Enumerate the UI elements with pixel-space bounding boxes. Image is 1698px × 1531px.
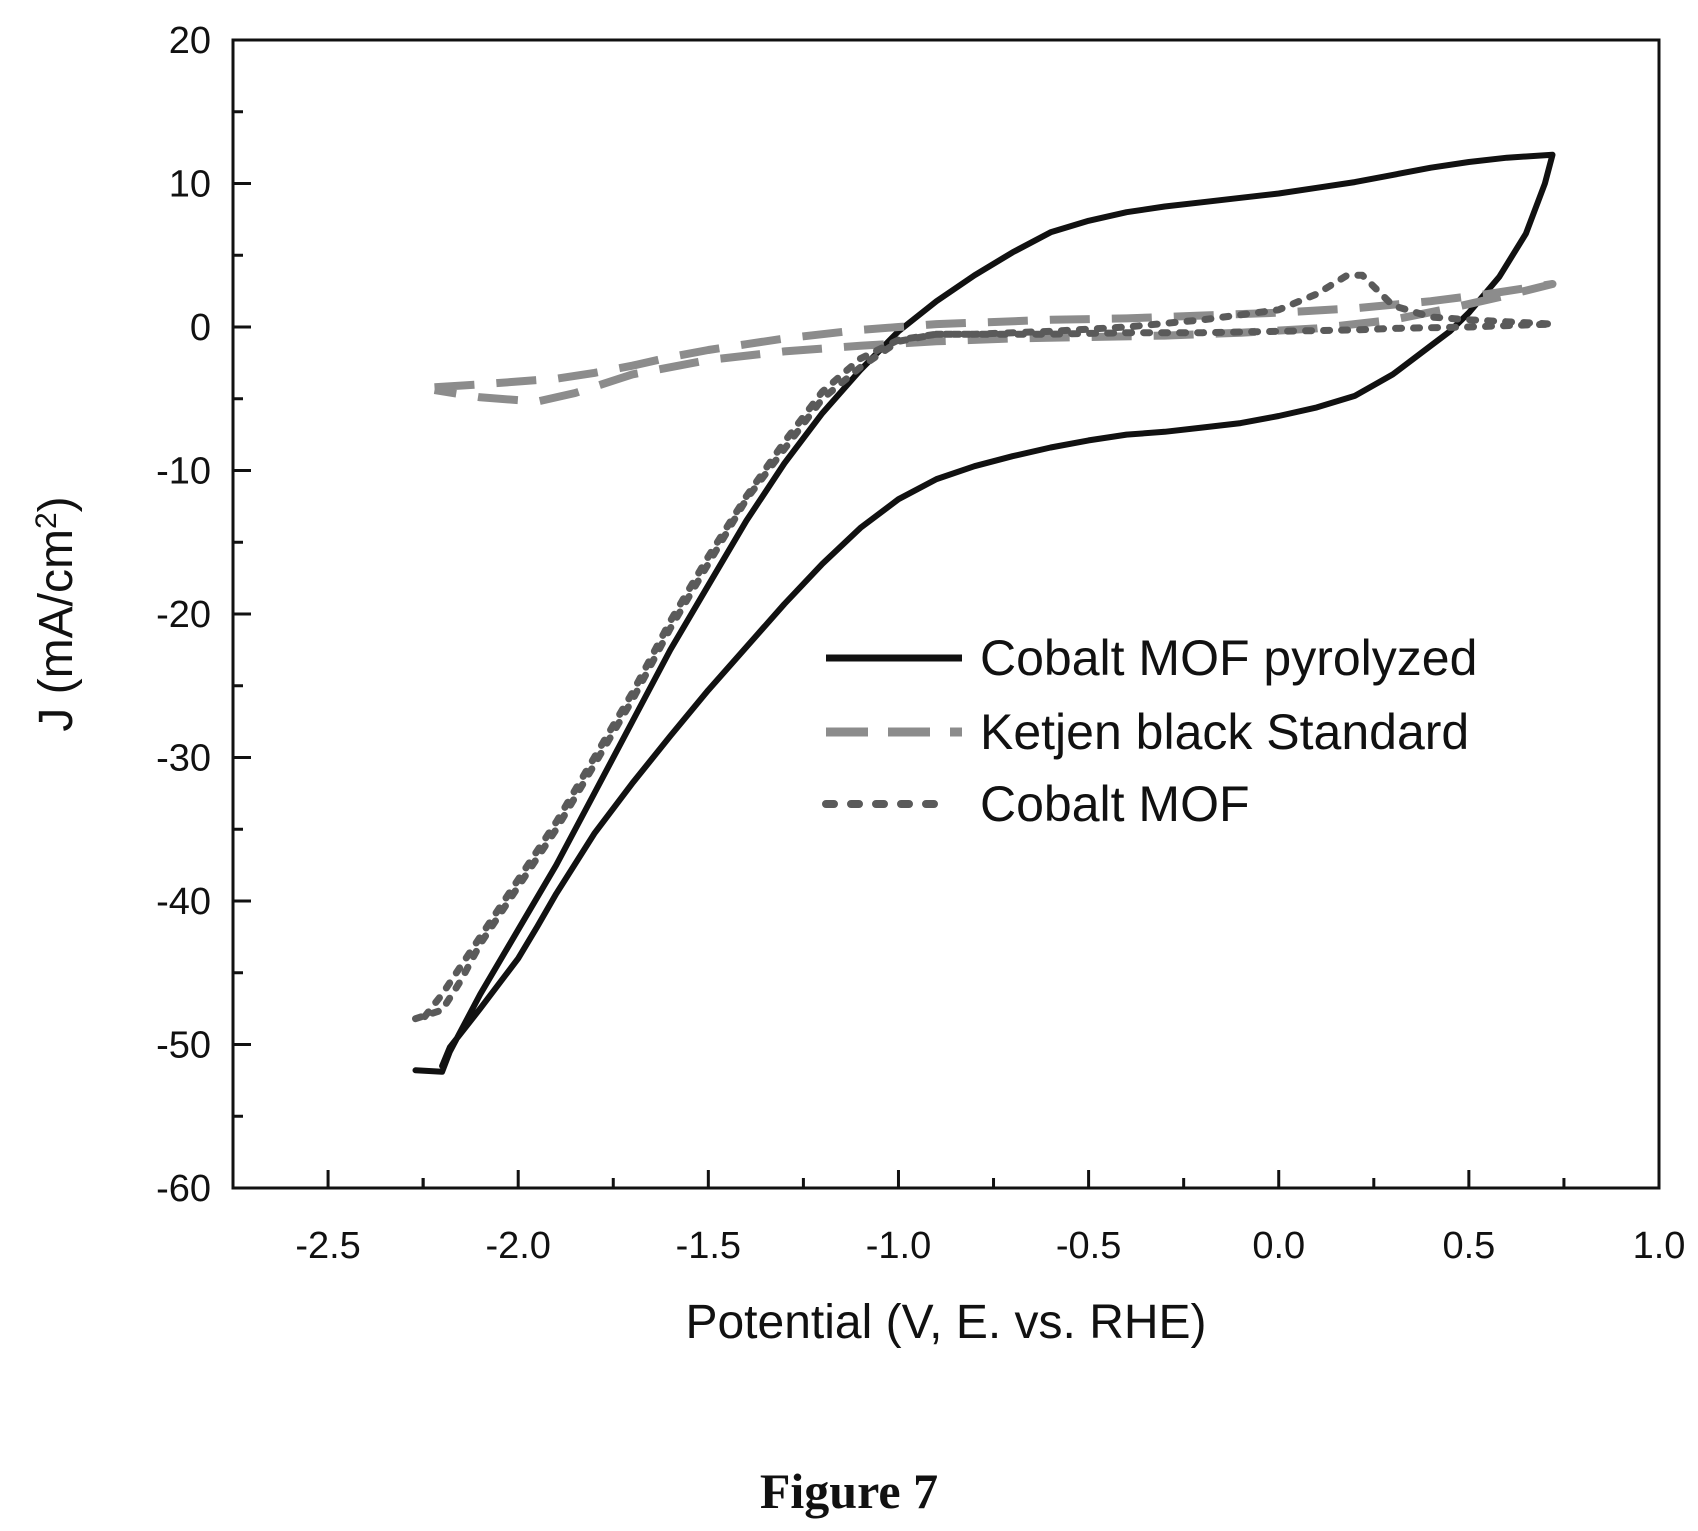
legend: Cobalt MOF pyrolyzed Ketjen black Standa… [822, 630, 1477, 832]
x-axis-title: Potential (V, E. vs. RHE) [685, 1296, 1206, 1349]
y-axis-title-main: J (mA/cm [30, 529, 83, 732]
x-tick-label: -1.0 [866, 1225, 931, 1267]
y-tick-label: -50 [156, 1025, 211, 1067]
x-tick-label: 0.0 [1252, 1225, 1305, 1267]
y-tick-label: -60 [156, 1168, 211, 1210]
x-tick-label: -2.5 [295, 1225, 360, 1267]
legend-label-cobalt-mof-pyrolyzed: Cobalt MOF pyrolyzed [980, 630, 1477, 686]
x-tick-label: 0.5 [1442, 1225, 1495, 1267]
series-line-ketjen-black-standard [433, 280, 1557, 406]
ticks-layer [233, 38, 1661, 1190]
y-tick-label: 20 [169, 20, 211, 62]
x-tick-label: -0.5 [1056, 1225, 1121, 1267]
y-tick-label: -30 [156, 738, 211, 780]
y-tick-label: -20 [156, 594, 211, 636]
y-tick-label: 0 [190, 307, 211, 349]
figure-caption: Figure 7 [760, 1463, 938, 1519]
y-tick-label: -40 [156, 881, 211, 923]
y-tick-label: -10 [156, 451, 211, 493]
y-tick-label: 10 [169, 164, 211, 206]
y-axis-title-sup: 2 [30, 512, 63, 529]
series-line-cobalt-mof [412, 271, 1556, 1023]
x-tick-label: -2.0 [485, 1225, 550, 1267]
tick-labels: -2.5 -2.0 -1.5 -1.0 -0.5 0.0 0.5 1.0 20 10 0 -10 -20… [156, 20, 1685, 1267]
series-layer [412, 151, 1557, 1075]
plot-frame [231, 38, 1661, 1190]
y-axis-title: J (mA/cm2) [30, 496, 84, 731]
x-tick-label: 1.0 [1633, 1225, 1686, 1267]
legend-label-cobalt-mof: Cobalt MOF [980, 776, 1250, 832]
x-tick-label: -1.5 [676, 1225, 741, 1267]
y-axis-title-close: ) [30, 496, 83, 512]
legend-label-ketjen-black-standard: Ketjen black Standard [980, 704, 1469, 760]
series-line-cobalt-mof-pyrolyzed [412, 151, 1556, 1075]
